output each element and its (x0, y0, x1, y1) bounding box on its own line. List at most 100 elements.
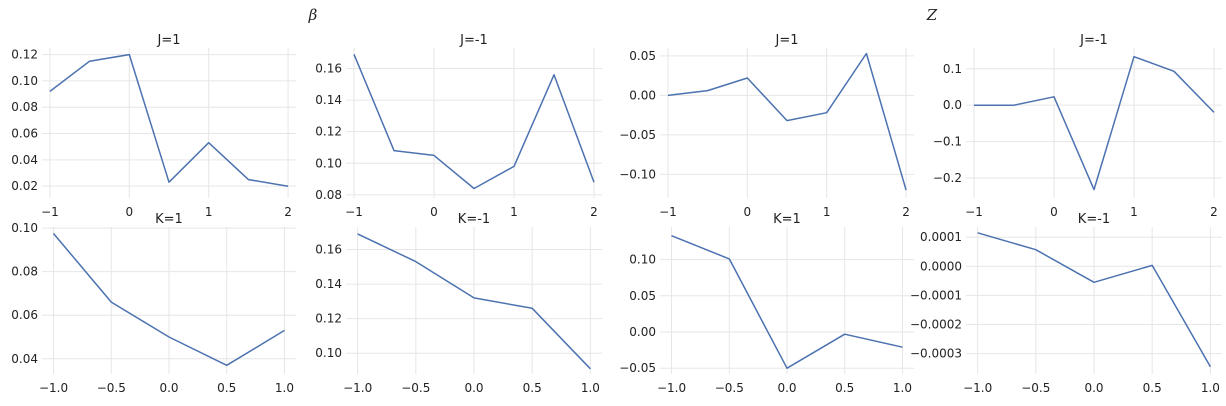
chart-panel-3: −1 0 1 2 −0.10 −0.05 0.00 0.05 J=1 (619, 33, 914, 219)
y-tick-label: 0.12 (11, 48, 38, 62)
y-tick-label: 0.10 (11, 221, 38, 235)
panel-title: J=-1 (459, 33, 488, 48)
x-tick-label: 0 (743, 205, 751, 219)
y-tick-label: −0.2 (933, 171, 962, 185)
panel-title: J=1 (157, 33, 181, 48)
y-tick-label: 0.1 (943, 62, 962, 76)
y-tick-label: 0.14 (315, 277, 342, 291)
y-tick-label: −0.0002 (910, 318, 962, 332)
y-tick-label: 0.06 (11, 308, 38, 322)
y-tick-label: 0.10 (11, 74, 38, 88)
x-tick-label: 1.0 (275, 381, 294, 395)
series-line (353, 54, 595, 190)
panel-title: K=1 (773, 212, 801, 227)
y-tick-label: 0.05 (629, 49, 656, 63)
series-line (671, 235, 903, 369)
x-tick-label: 0.5 (1143, 381, 1162, 395)
chart-panel-2: −1 0 1 2 0.08 0.10 0.12 0.14 0.16 J=-1 (315, 33, 602, 219)
x-tick-label: −1.0 (39, 381, 68, 395)
y-tick-label: 0.08 (11, 100, 38, 114)
x-tick-label: 1 (510, 205, 518, 219)
y-tick-label: 0.16 (315, 242, 342, 256)
y-tick-label: 0.0000 (920, 259, 962, 273)
series-line (667, 52, 907, 191)
panel-title: K=1 (155, 212, 183, 227)
x-tick-label: 1 (205, 205, 213, 219)
x-tick-label: 0.0 (159, 381, 178, 395)
x-tick-label: 1.0 (581, 381, 600, 395)
y-tick-label: 0.10 (629, 253, 656, 267)
y-tick-label: 0.10 (315, 156, 342, 170)
x-tick-label: 0 (1050, 205, 1058, 219)
y-tick-label: −0.10 (619, 167, 656, 181)
x-tick-label: 2 (590, 205, 598, 219)
x-tick-label: 1.0 (893, 381, 912, 395)
chart-panel-7: −1.0 −0.5 0.0 0.5 1.0 −0.05 0.00 0.05 0.10 K=1 (619, 212, 914, 395)
x-tick-label: 0 (125, 205, 133, 219)
x-tick-label: −1 (41, 205, 59, 219)
x-tick-label: −1.0 (963, 381, 992, 395)
y-tick-label: 0.10 (315, 346, 342, 360)
y-tick-label: −0.05 (619, 361, 656, 375)
y-tick-label: −0.0001 (910, 288, 962, 302)
y-tick-label: 0.08 (315, 188, 342, 202)
y-tick-label: 0.12 (315, 125, 342, 139)
x-tick-label: 0.5 (217, 381, 236, 395)
series-line (49, 53, 289, 187)
y-tick-label: 0.05 (629, 289, 656, 303)
panel-title: K=-1 (1078, 212, 1110, 227)
chart-panel-6: −1.0 −0.5 0.0 0.5 1.0 0.10 0.12 0.14 0.16 K=-1 (315, 212, 602, 395)
y-tick-label: 0.04 (11, 153, 38, 167)
y-tick-label: −0.1 (933, 135, 962, 149)
chart-panels: −1 0 1 20.020.040.060.080.100.12J=1−1 0 1 20.0… (11, 33, 1222, 395)
y-tick-label: 0.16 (315, 62, 342, 76)
x-tick-label: 2 (284, 205, 292, 219)
y-tick-label: 0.02 (11, 179, 38, 193)
panel-title: J=1 (775, 33, 799, 48)
x-tick-label: 0.0 (777, 381, 796, 395)
x-tick-label: −0.5 (401, 381, 430, 395)
x-tick-label: −1.0 (657, 381, 686, 395)
panel-title: J=-1 (1079, 33, 1108, 48)
x-tick-label: −1 (965, 205, 983, 219)
y-tick-label: −0.0003 (910, 347, 962, 361)
chart-panel-1: −1 0 1 2 0.02 0.04 0.06 0.08 0.10 0.12 J=1 (11, 33, 296, 219)
x-tick-label: 0.5 (523, 381, 542, 395)
y-tick-label: 0.0 (943, 98, 962, 112)
series-line (977, 232, 1212, 368)
x-tick-label: 1.0 (1201, 381, 1220, 395)
x-tick-label: 1 (823, 205, 831, 219)
y-tick-label: 0.04 (11, 352, 38, 366)
x-tick-label: 2 (1210, 205, 1218, 219)
x-tick-label: 0.0 (1084, 381, 1103, 395)
y-tick-label: 0.06 (11, 127, 38, 141)
x-tick-label: −1 (659, 205, 677, 219)
panel-title: K=-1 (458, 212, 490, 227)
x-tick-label: −0.5 (715, 381, 744, 395)
y-tick-label: 0.12 (315, 312, 342, 326)
x-tick-label: 0.5 (835, 381, 854, 395)
y-tick-label: 0.08 (11, 265, 38, 279)
chart-panel-5: −1.0 −0.5 0.0 0.5 1.0 0.04 0.06 0.08 0.10 K=1 (11, 212, 296, 395)
x-tick-label: −1.0 (343, 381, 372, 395)
y-tick-label: 0.0001 (920, 230, 962, 244)
x-tick-label: −1 (345, 205, 363, 219)
series-line (52, 233, 285, 367)
group-title-z: Z (926, 6, 938, 24)
group-title-beta: β (308, 6, 318, 24)
x-tick-label: 0 (430, 205, 438, 219)
x-tick-label: 0.0 (464, 381, 483, 395)
y-tick-label: −0.05 (619, 128, 656, 142)
chart-panel-4: −1 0 1 2 −0.2 −0.1 0.0 0.1 J=-1 (933, 33, 1222, 219)
series-line (357, 233, 591, 370)
x-tick-label: 2 (902, 205, 910, 219)
y-tick-label: 0.00 (629, 325, 656, 339)
y-tick-label: 0.14 (315, 93, 342, 107)
y-tick-label: 0.00 (629, 88, 656, 102)
x-tick-label: 1 (1130, 205, 1138, 219)
series-line (974, 55, 1215, 191)
x-tick-label: −0.5 (97, 381, 126, 395)
x-tick-label: −0.5 (1021, 381, 1050, 395)
chart-panel-8: −1.0 −0.5 0.0 0.5 1.0 −0.0003 −0.0002 −0.0001 0.… (910, 212, 1222, 395)
